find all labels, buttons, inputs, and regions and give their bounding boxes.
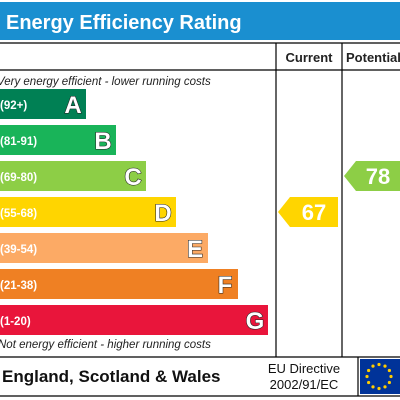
potential-rating-marker-arrow (344, 161, 400, 191)
band-bar-g (0, 305, 268, 335)
band-bar-c (0, 161, 146, 191)
band-bar-b (0, 125, 116, 155)
eu-star (383, 364, 387, 368)
band-g: (1-20) G (0, 305, 268, 336)
band-range-d: (55-68) (0, 208, 37, 220)
eu-star (367, 380, 371, 385)
potential-column-header: Potential (346, 50, 400, 65)
band-c: (69-80) C (0, 161, 146, 192)
band-letter-d: D (154, 200, 171, 227)
region-label: England, Scotland & Wales (2, 367, 221, 386)
band-range-e: (39-54) (0, 244, 37, 256)
eu-star (383, 385, 387, 389)
current-rating-marker: 67 (278, 197, 338, 227)
title-bar (0, 2, 400, 40)
eu-star (367, 368, 371, 373)
eu-star (371, 364, 375, 368)
band-range-g: (1-20) (0, 316, 31, 328)
directive-line-2: 2002/91/EC (270, 377, 339, 392)
bottom-note: Not energy efficient - higher running co… (0, 339, 211, 351)
rating-markers: 67 78 (278, 161, 400, 227)
eu-star (377, 386, 381, 391)
potential-rating-marker-value: 78 (366, 164, 390, 189)
band-letter-e: E (187, 236, 203, 263)
current-rating-marker-value: 67 (302, 200, 326, 225)
band-bar-e (0, 233, 208, 263)
band-letter-g: G (246, 308, 265, 335)
band-range-a: (92+) (0, 100, 27, 112)
eu-star (371, 385, 375, 389)
chart-title: Energy Efficiency Rating (6, 12, 242, 34)
directive-line-1: EU Directive (268, 361, 340, 376)
band-b: (81-91) B (0, 125, 116, 156)
band-d: (55-68) D (0, 197, 176, 228)
band-letter-c: C (124, 164, 141, 191)
band-range-f: (21-38) (0, 280, 37, 292)
rating-bands: (92+) A (81-91) B (69-80) C (55-68) D (39-54) E (2… (0, 89, 268, 336)
chart-frame (0, 42, 400, 397)
band-letter-b: B (94, 128, 111, 155)
band-f: (21-38) F (0, 269, 238, 300)
potential-rating-marker: 78 (344, 161, 400, 191)
band-range-b: (81-91) (0, 136, 37, 148)
band-e: (39-54) E (0, 233, 208, 264)
eu-star (387, 368, 391, 373)
band-letter-a: A (64, 92, 81, 119)
band-a: (92+) A (0, 89, 86, 120)
current-column-header: Current (286, 50, 334, 65)
band-bar-a (0, 89, 86, 119)
current-rating-marker-arrow (278, 197, 338, 227)
band-range-c: (69-80) (0, 172, 37, 184)
band-bar-d (0, 197, 176, 227)
eu-star (387, 380, 391, 385)
band-letter-f: F (218, 272, 233, 299)
eu-star (377, 362, 381, 367)
eu-star (389, 374, 393, 379)
band-bar-f (0, 269, 238, 299)
eu-flag-icon (360, 359, 400, 394)
top-note: Very energy efficient - lower running co… (0, 76, 211, 88)
eu-star (365, 374, 369, 379)
